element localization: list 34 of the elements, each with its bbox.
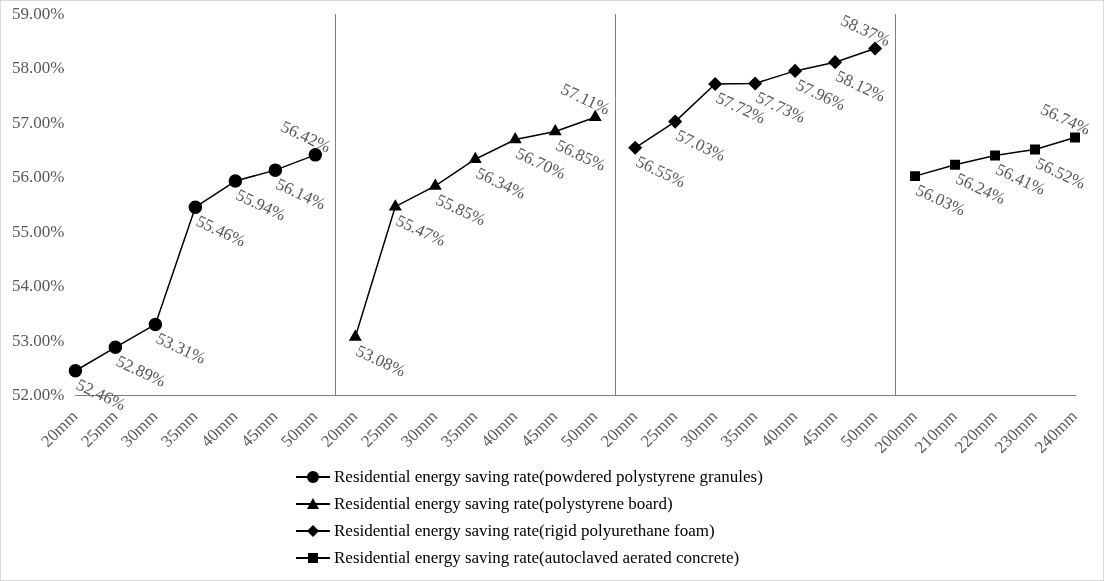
y-tick-label: 58.00% [11, 58, 65, 78]
point [188, 200, 203, 214]
y-tick-label: 56.00% [11, 167, 65, 187]
y-tick-label: 55.00% [11, 221, 65, 241]
y-tick-label: 53.00% [11, 330, 65, 350]
point [268, 163, 283, 177]
point [228, 174, 243, 188]
point [828, 55, 842, 69]
point [950, 159, 961, 170]
legend-label: Residential energy saving rate(rigid polyurethane foam) [334, 520, 715, 541]
y-tick-label: 57.00% [11, 112, 65, 132]
point [469, 152, 482, 163]
point [668, 114, 682, 129]
legend-label: Residential energy saving rate(autoclaved aerated concrete) [334, 547, 740, 568]
point [349, 330, 362, 341]
point [910, 171, 921, 182]
y-tick-label: 54.00% [11, 276, 65, 296]
point [389, 199, 402, 211]
point [708, 77, 722, 91]
point [549, 124, 562, 136]
point [628, 141, 642, 155]
point [68, 364, 83, 378]
point [509, 132, 522, 144]
legend-label: Residential energy saving rate(powdered polystyrene granules) [334, 466, 763, 487]
point [148, 317, 163, 332]
point [1030, 144, 1041, 155]
y-tick-label: 52.00% [11, 385, 65, 405]
point [108, 340, 123, 355]
y-tick-label: 59.00% [11, 3, 65, 23]
point [748, 76, 762, 91]
point [788, 64, 802, 78]
point [990, 150, 1001, 161]
point [429, 179, 442, 190]
legend-label: Residential energy saving rate(polystyrene board) [334, 493, 673, 514]
